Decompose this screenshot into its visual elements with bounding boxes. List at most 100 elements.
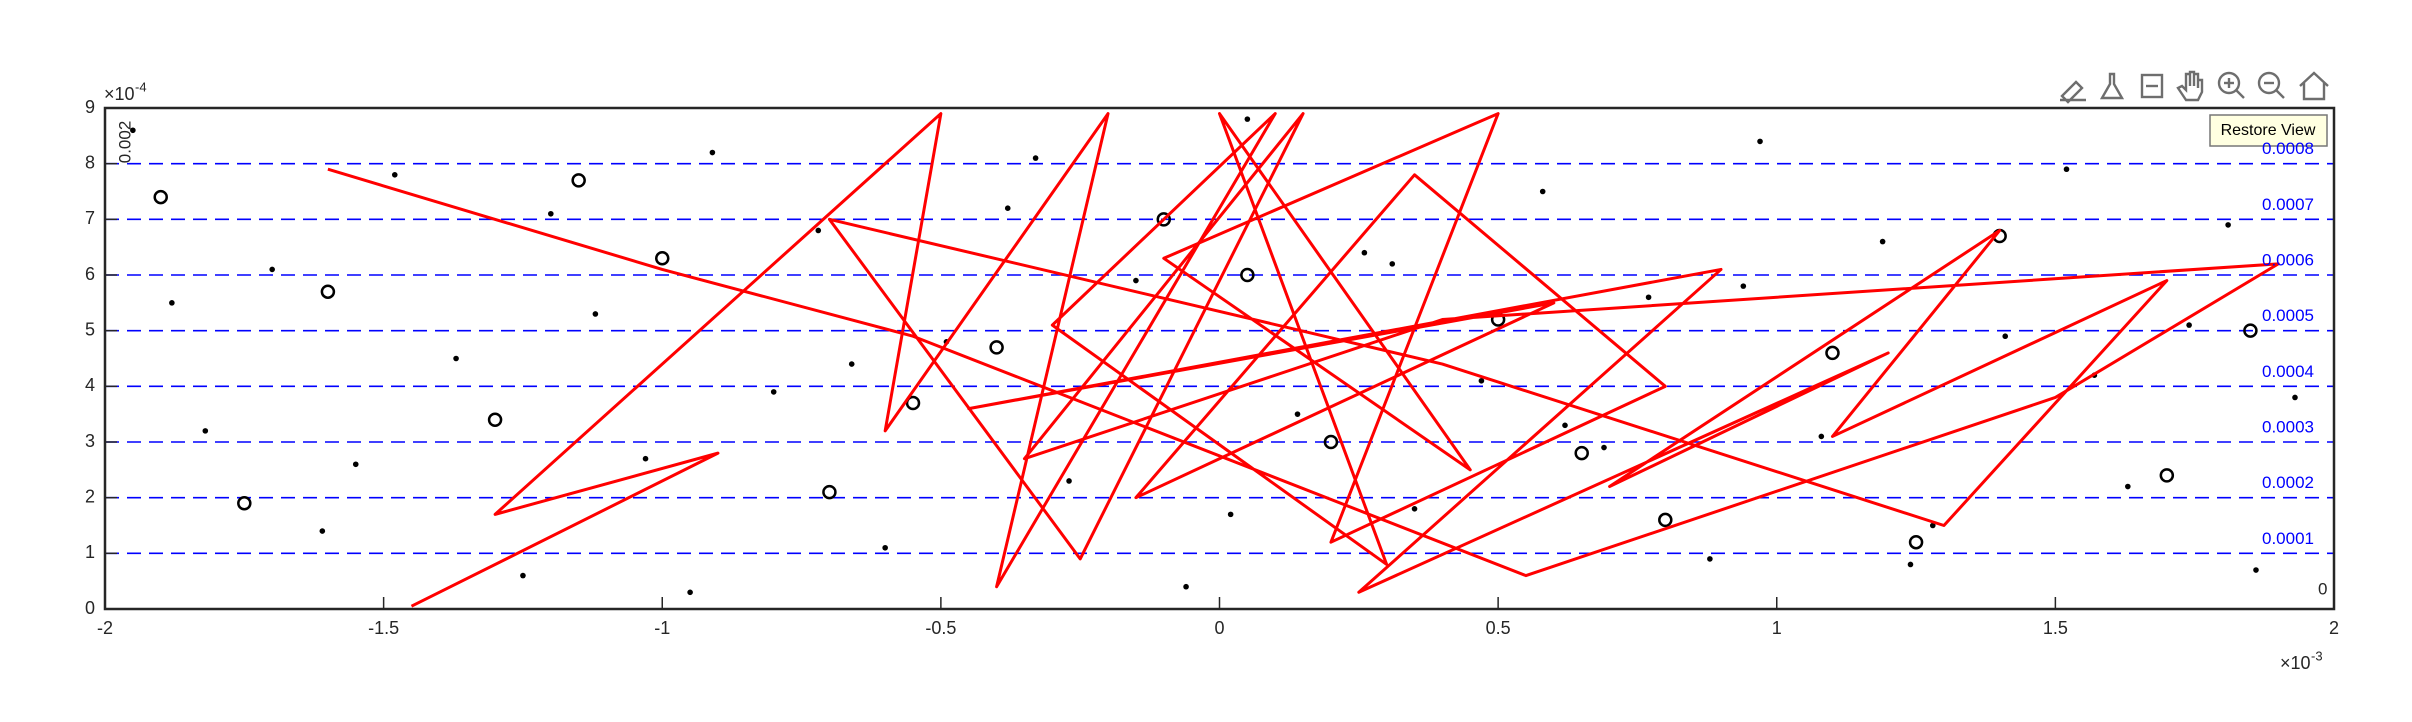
dot-marker: [2186, 322, 2192, 328]
toolbar: [2060, 70, 2329, 104]
ring-marker: [1825, 345, 1840, 361]
dot-marker: [169, 300, 175, 306]
dot-marker: [642, 455, 649, 462]
level-label: 0.0001: [2262, 529, 2314, 548]
dot-marker: [1183, 583, 1189, 590]
dot-marker: [1361, 249, 1368, 256]
x-tick-label: -0.5: [925, 618, 956, 638]
dot-marker: [1133, 277, 1139, 284]
dot-marker: [2125, 483, 2131, 490]
dot-marker: [1645, 294, 1652, 301]
y-tick-label: 5: [85, 319, 95, 339]
ring-marker: [320, 284, 336, 299]
level-label: 0.0004: [2262, 362, 2314, 381]
ring-marker: [2159, 468, 2175, 483]
x-tick-label: 1: [1772, 618, 1782, 638]
ring-marker: [1658, 512, 1673, 528]
x-tick-label: -2: [97, 618, 113, 638]
dot-marker: [1757, 138, 1763, 145]
ring-marker: [989, 340, 1004, 355]
restore-view-button[interactable]: [2299, 71, 2329, 101]
dot-marker: [2253, 567, 2259, 573]
pan-button[interactable]: [2176, 70, 2204, 102]
tooltip-box: [2209, 114, 2328, 147]
zoom-out-button[interactable]: [2257, 71, 2285, 99]
dot-marker: [848, 361, 855, 367]
x-exponent: -3: [2311, 648, 2323, 663]
ring-marker: [1240, 267, 1255, 283]
dot-marker: [1818, 433, 1825, 440]
x-tick-label: 0: [1214, 618, 1224, 638]
dot-marker: [1601, 444, 1607, 451]
dot-marker: [1539, 188, 1546, 195]
y-tick-label: 2: [85, 486, 95, 506]
pan-axes-button[interactable]: [2140, 73, 2164, 99]
dot-marker: [1227, 511, 1234, 518]
dot-marker: [1478, 377, 1485, 384]
ring-marker: [1156, 212, 1172, 227]
dot-marker: [882, 544, 888, 551]
ring-marker: [487, 412, 503, 427]
ring-marker: [655, 251, 670, 266]
ring-marker: [905, 395, 921, 411]
ring-marker: [1323, 434, 1339, 450]
dot-marker: [453, 355, 459, 362]
dot-marker: [1411, 506, 1418, 512]
dot-marker: [1707, 556, 1713, 562]
dot-marker: [1004, 205, 1011, 211]
y-exponent: -4: [135, 79, 147, 94]
ring-marker: [1574, 445, 1589, 461]
dot-marker: [1244, 116, 1251, 122]
dot-marker: [1066, 478, 1072, 484]
dot-marker: [687, 589, 693, 596]
x-tick-label: -1.5: [368, 618, 399, 638]
zoom-in-button[interactable]: [2217, 71, 2245, 99]
datatip-button[interactable]: [2099, 72, 2125, 100]
level-label: 0.0006: [2262, 250, 2314, 269]
level-label: 0.0002: [2262, 473, 2314, 492]
y-tick-label: 6: [85, 264, 95, 284]
level-label: 0.002: [115, 121, 134, 164]
dot-marker: [709, 149, 716, 156]
dot-marker: [352, 461, 359, 468]
ring-marker: [237, 495, 252, 511]
dot-marker: [1032, 155, 1039, 161]
level-label: 0: [2318, 579, 2327, 598]
x-tick-label: 2: [2329, 618, 2339, 638]
y-tick-label: 7: [85, 208, 95, 228]
level-label: 0.0008: [2262, 139, 2314, 158]
dot-marker: [130, 127, 136, 134]
y-tick-label: 8: [85, 152, 95, 172]
dot-marker: [2002, 333, 2009, 340]
dot-marker: [2063, 166, 2070, 173]
brush-button[interactable]: [2060, 80, 2086, 104]
level-label: 0.0007: [2262, 195, 2314, 214]
ring-marker: [822, 484, 837, 500]
dot-marker: [520, 572, 526, 579]
dot-marker: [269, 266, 275, 273]
dot-marker: [815, 227, 822, 234]
y-tick-label: 9: [85, 97, 95, 117]
trajectory: [327, 112, 2280, 608]
dot-marker: [1879, 238, 1886, 245]
x-tick-label: -1: [654, 618, 670, 638]
level-label: 0.0003: [2262, 417, 2314, 436]
dot-marker: [319, 528, 326, 534]
dot-marker: [1294, 411, 1301, 417]
dot-marker: [592, 311, 599, 317]
y-tick-label: 1: [85, 542, 95, 562]
dot-marker: [1929, 522, 1936, 529]
y-tick-label: 3: [85, 431, 95, 451]
x-exponent-base: ×10: [2280, 653, 2311, 673]
dot-marker: [2225, 222, 2231, 228]
dot-marker: [1740, 283, 1747, 289]
tooltip: Restore View: [2221, 122, 2316, 139]
level-label: 0.0005: [2262, 306, 2314, 325]
ring-marker: [1908, 534, 1924, 550]
dot-marker: [391, 172, 398, 178]
dot-marker: [1389, 261, 1396, 267]
ring-marker: [2243, 323, 2258, 338]
dot-marker: [548, 210, 554, 217]
y-exponent-base: ×10: [104, 84, 135, 104]
